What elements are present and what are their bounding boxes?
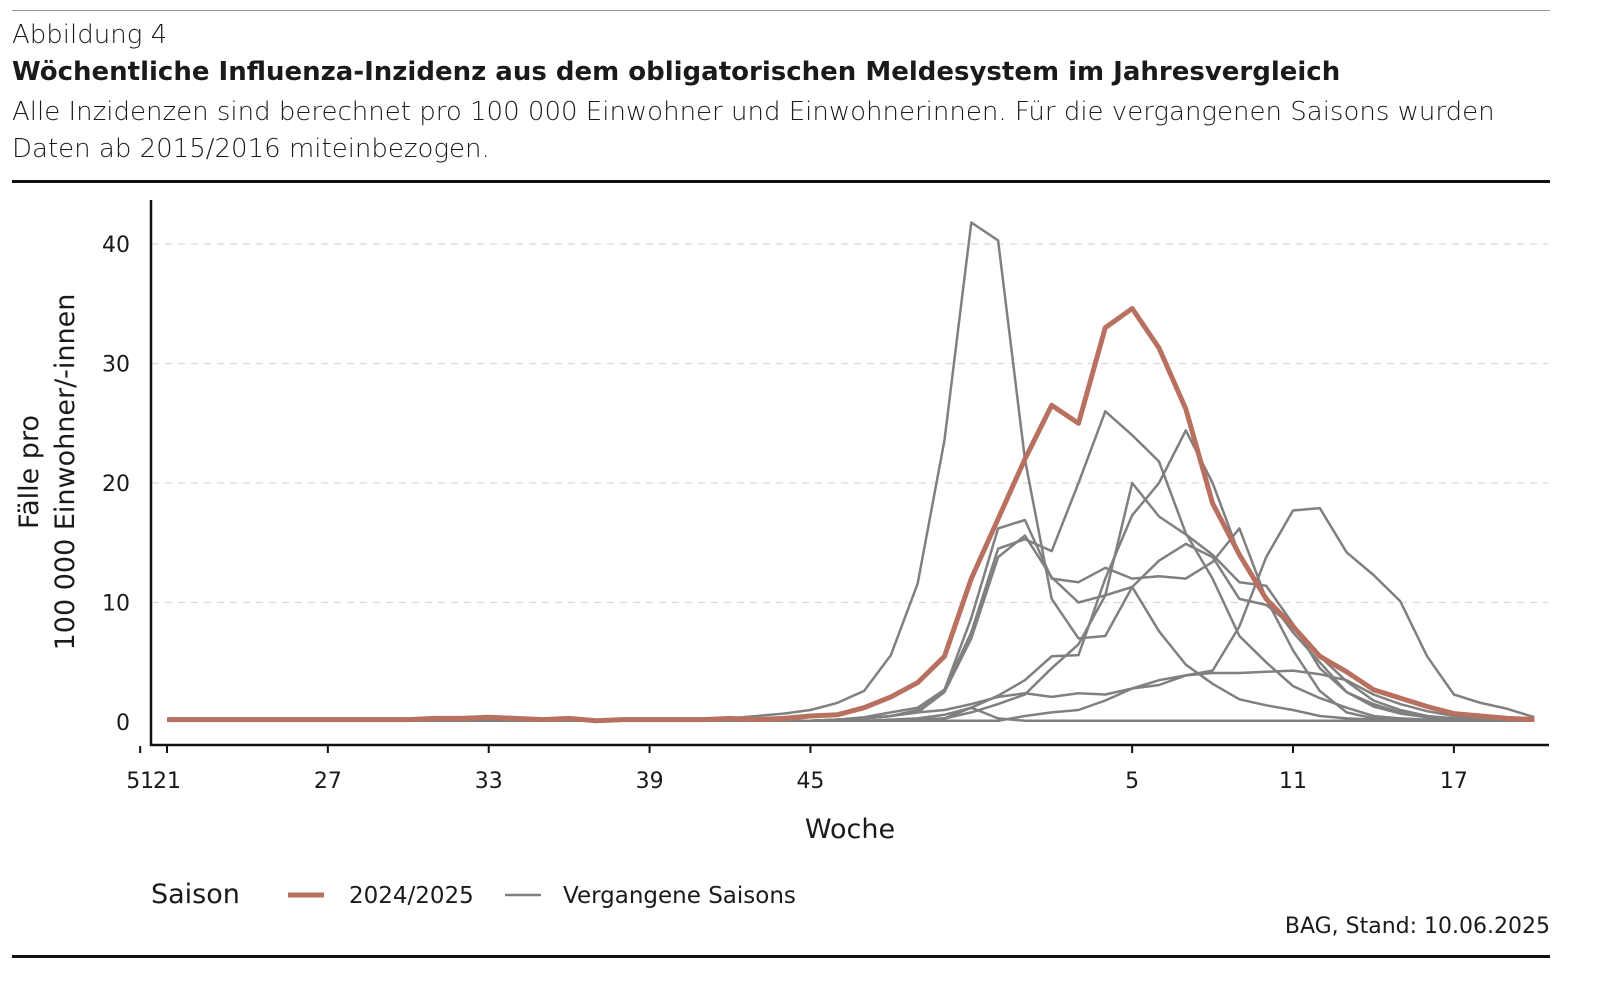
y-tick-label: 40 [102, 233, 130, 258]
y-axis-title-line1: Fälle pro [14, 415, 45, 529]
figure-subtitle: Alle Inzidenzen sind berechnet pro 100 0… [12, 97, 1495, 164]
x-tick-label: 17 [1440, 769, 1468, 794]
legend-title: Saison [151, 879, 240, 910]
series-line-past-season-1 [167, 221, 1535, 723]
series-line-past-season-4 [167, 481, 1535, 723]
y-axis-title-line2: 100 000 Einwohner/-innen [50, 294, 81, 651]
figure-title: Wöchentliche Influenza-Inzidenz aus dem … [12, 57, 1341, 87]
x-tick-label: 51 [126, 769, 154, 794]
y-tick-label: 30 [102, 353, 130, 378]
series-line-past-season-5 [167, 506, 1535, 723]
x-tick-label: 39 [636, 769, 664, 794]
header-rule [12, 180, 1550, 183]
x-tick-label: 5 [1125, 769, 1139, 794]
x-tick-label: 27 [314, 769, 342, 794]
figure-label: Abbildung 4 [12, 20, 168, 50]
y-tick-label: 20 [102, 472, 130, 497]
series-line-2024-2025 [167, 306, 1535, 724]
x-tick-label: 11 [1279, 769, 1307, 794]
legend: Saison 2024/2025 Vergangene Saisons [151, 879, 796, 910]
legend-label-current: 2024/2025 [349, 883, 474, 909]
source-note: BAG, Stand: 10.06.2025 [1284, 914, 1550, 939]
x-tick-label: 45 [796, 769, 824, 794]
legend-label-past: Vergangene Saisons [563, 883, 796, 909]
top-rule [12, 10, 1550, 11]
y-tick-label: 0 [116, 711, 130, 736]
bottom-rule [12, 955, 1550, 958]
series-line-past-season-6 [167, 518, 1535, 723]
y-tick-label: 10 [102, 592, 130, 617]
x-tick-label: 21 [153, 769, 181, 794]
x-axis-title: Woche [805, 814, 895, 845]
x-tick-label: 33 [475, 769, 503, 794]
series-line-past-season-7 [167, 534, 1535, 723]
